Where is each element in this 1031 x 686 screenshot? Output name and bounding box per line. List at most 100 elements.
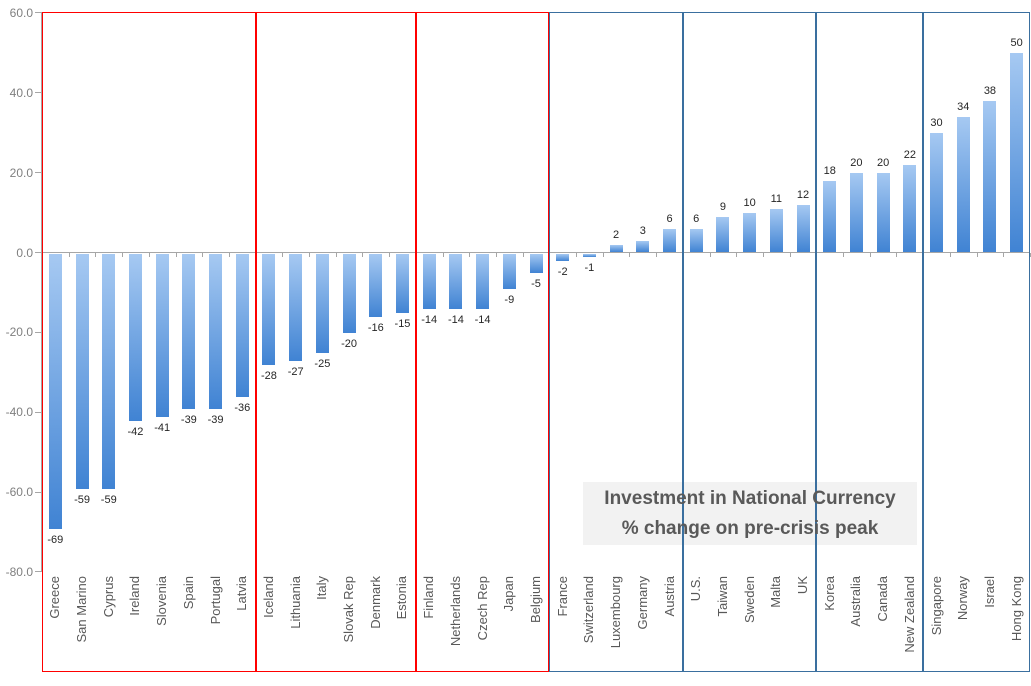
x-axis-tick — [175, 253, 177, 257]
bar-value-label: -1 — [584, 262, 595, 275]
bar-value-label: 18 — [823, 164, 836, 177]
bar — [395, 253, 409, 314]
bar-value-label: -25 — [314, 358, 331, 371]
bar-value-label: -39 — [180, 414, 197, 427]
bar-value-label: -69 — [47, 534, 64, 547]
x-axis-tick — [949, 253, 951, 257]
chart-subtitle: % change on pre-crisis peak — [621, 518, 879, 539]
bar-value-label: -42 — [127, 426, 144, 439]
y-axis-tick — [35, 12, 42, 14]
y-axis-tick-label: 20.0 — [9, 165, 33, 180]
bar — [449, 253, 463, 310]
bar-value-label: -36 — [234, 402, 251, 415]
y-axis-tick — [35, 571, 42, 573]
bar — [663, 228, 676, 253]
bar — [315, 253, 329, 354]
bar — [235, 253, 249, 398]
bar-value-label: 6 — [666, 212, 673, 225]
x-axis-tick — [335, 253, 337, 257]
y-axis-tick-label: 60.0 — [9, 5, 33, 20]
y-axis-tick — [35, 252, 42, 253]
x-axis-tick — [442, 253, 444, 257]
y-axis-tick — [35, 331, 42, 333]
bar-value-label: -14 — [447, 314, 464, 327]
bar — [556, 253, 570, 262]
bar — [182, 253, 196, 410]
bar — [529, 253, 543, 274]
bar — [956, 116, 970, 253]
bar — [689, 228, 703, 253]
bar-value-label: 22 — [903, 148, 916, 161]
y-axis-tick-label: -20.0 — [5, 325, 33, 340]
bar — [342, 253, 356, 334]
x-axis-tick — [656, 253, 658, 257]
chart-title-box: Investment in National Currency % change… — [583, 484, 917, 544]
y-axis-tick-label: 0.0 — [16, 245, 33, 260]
x-axis-tick — [522, 253, 524, 257]
x-axis-tick — [228, 253, 230, 257]
bar-value-label: 6 — [693, 212, 700, 225]
bar — [262, 253, 276, 366]
bar-value-label: 9 — [719, 200, 726, 213]
bar — [609, 244, 623, 253]
bar-value-label: 2 — [613, 228, 620, 241]
bar — [209, 253, 223, 410]
bar — [716, 216, 730, 253]
x-axis-tick — [362, 253, 364, 257]
x-axis-tick — [1003, 253, 1005, 257]
x-axis-tick — [389, 253, 391, 257]
bar — [743, 212, 757, 253]
x-axis-tick — [736, 253, 738, 257]
chart-title-background — [583, 482, 917, 545]
x-axis-tick — [602, 253, 604, 257]
y-axis-tick — [35, 92, 42, 94]
bar — [636, 240, 650, 253]
y-axis-line — [41, 12, 42, 572]
y-axis-tick-label: 40.0 — [9, 85, 33, 100]
y-axis-tick — [35, 411, 42, 413]
x-axis-tick — [869, 253, 871, 257]
group-frame-blue — [923, 12, 1030, 672]
bar-value-label: 20 — [877, 156, 890, 169]
x-axis-tick — [202, 253, 204, 257]
bar-value-label: 50 — [1010, 36, 1023, 49]
bar-value-label: -15 — [394, 318, 411, 331]
bar-value-label: -9 — [504, 294, 515, 307]
bar-value-label: -5 — [531, 278, 541, 291]
group-frame-red — [42, 12, 256, 672]
bar-value-label: 3 — [639, 224, 646, 237]
y-axis-tick — [35, 172, 42, 174]
bar-value-label: -39 — [207, 414, 224, 427]
bar — [582, 253, 596, 258]
bar — [903, 164, 917, 253]
bar — [930, 132, 944, 253]
bar-value-label: 10 — [743, 196, 756, 209]
x-axis-tick — [709, 253, 711, 257]
bar-value-label: 38 — [983, 84, 997, 97]
bar — [876, 172, 890, 253]
group-frame-blue — [816, 12, 924, 672]
bar-value-label: -14 — [474, 314, 491, 327]
bar — [1010, 52, 1024, 253]
x-axis-tick — [629, 253, 631, 257]
x-axis-tick — [896, 253, 898, 257]
bar — [796, 204, 810, 253]
bar — [769, 208, 783, 253]
bar-value-label: -2 — [557, 266, 568, 279]
y-axis-tick-label: -40.0 — [5, 405, 33, 420]
x-axis-tick — [789, 253, 791, 257]
bar-value-label: 20 — [850, 156, 863, 169]
bar-value-label: 11 — [770, 192, 783, 205]
bar-value-label: -41 — [154, 422, 171, 435]
bar — [75, 253, 89, 490]
group-frame-red — [415, 12, 550, 672]
x-axis-tick — [762, 253, 764, 257]
x-axis-tick — [576, 253, 578, 257]
x-axis-tick — [309, 253, 311, 257]
bar — [155, 253, 169, 418]
bar-value-label: 12 — [796, 188, 810, 201]
bar — [849, 172, 863, 253]
bar-value-label: -14 — [421, 314, 438, 327]
bar-value-label: -28 — [261, 370, 277, 383]
